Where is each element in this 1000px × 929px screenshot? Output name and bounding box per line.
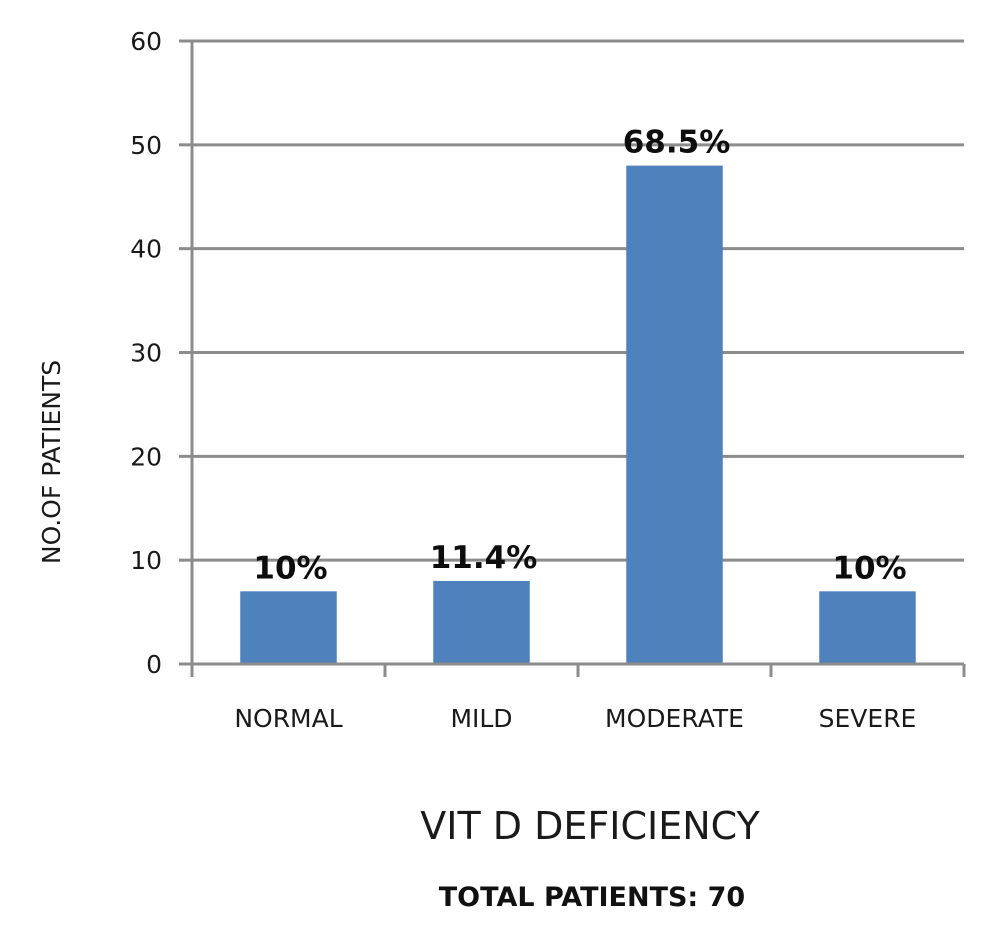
gridlines xyxy=(179,39,966,677)
y-axis-title: NO.OF PATIENTS xyxy=(37,360,66,564)
y-tick-label: 20 xyxy=(130,442,162,471)
bar-moderate xyxy=(626,165,723,664)
data-label: 11.4% xyxy=(430,540,538,576)
data-labels: 10% 11.4% 68.5% 10% xyxy=(253,125,906,587)
bars xyxy=(240,165,916,664)
x-category-label: SEVERE xyxy=(819,704,917,733)
data-label: 10% xyxy=(253,550,327,586)
total-patients-annotation: TOTAL PATIENTS: 70 xyxy=(439,882,745,913)
x-category-label: NORMAL xyxy=(234,704,342,733)
bar-severe xyxy=(819,591,916,664)
x-category-labels: NORMAL MILD MODERATE SEVERE xyxy=(234,704,916,733)
x-axis-title: VIT D DEFICIENCY xyxy=(420,804,760,848)
y-tick-label: 10 xyxy=(130,546,162,575)
bar-mild xyxy=(433,580,530,664)
data-label: 68.5% xyxy=(623,125,731,161)
data-label: 10% xyxy=(832,550,906,586)
axes xyxy=(179,41,964,677)
y-tick-label: 60 xyxy=(130,27,162,56)
y-tick-label: 50 xyxy=(130,131,162,160)
y-tick-label: 40 xyxy=(130,235,162,264)
bar-normal xyxy=(240,591,337,664)
y-tick-labels: 0 10 20 30 40 50 60 xyxy=(130,27,162,679)
y-tick-label: 0 xyxy=(146,650,162,679)
x-category-label: MILD xyxy=(450,704,512,733)
y-tick-label: 30 xyxy=(130,339,162,368)
x-category-label: MODERATE xyxy=(605,704,744,733)
